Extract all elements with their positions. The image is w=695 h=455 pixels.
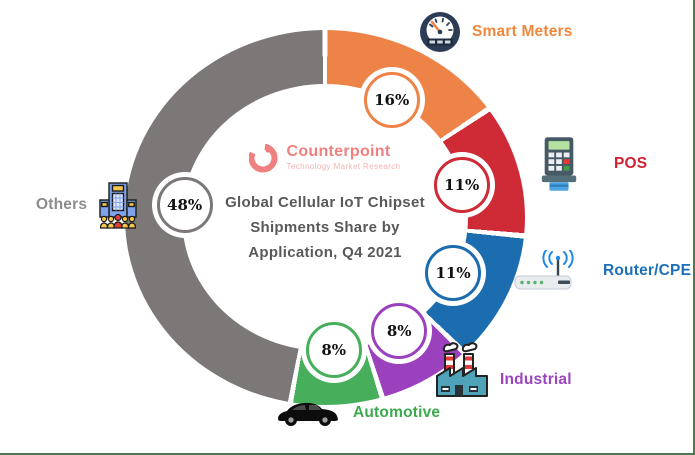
legend-others: Others xyxy=(36,181,140,229)
legend-label-router-cpe: Router/CPE xyxy=(603,262,692,279)
brand-block: Counterpoint Technology Market Research xyxy=(175,140,475,174)
car-icon xyxy=(276,398,340,428)
legend-pos: POS xyxy=(538,135,647,193)
value-bubble-others: 48% xyxy=(156,177,213,234)
value-industrial: 8% xyxy=(386,321,412,340)
legend-router-cpe: Router/CPE xyxy=(501,250,691,292)
donut-hole xyxy=(182,84,468,351)
value-others: 48% xyxy=(167,196,203,215)
factory-icon xyxy=(433,342,491,398)
value-pos: 11% xyxy=(444,176,480,195)
brand-text: Counterpoint Technology Market Research xyxy=(286,143,400,171)
donut-chart: 16% 11% 11% 8% 8% 48% xyxy=(125,30,525,405)
value-router-cpe: 11% xyxy=(435,264,471,283)
value-automotive: 8% xyxy=(321,341,347,360)
chart-center-block: Counterpoint Technology Market Research … xyxy=(175,140,475,265)
value-bubble-router-cpe: 11% xyxy=(425,245,482,302)
gauge-meter-icon xyxy=(419,11,461,53)
chart-title: Global Cellular IoT Chipset Shipments Sh… xyxy=(175,190,475,265)
legend-automotive: Automotive xyxy=(276,398,440,428)
brand-subtitle: Technology Market Research xyxy=(286,162,401,171)
value-smart-meters: 16% xyxy=(374,91,410,110)
payment-terminal-icon xyxy=(538,135,580,193)
organization-building-icon xyxy=(96,181,140,229)
counterpoint-logo-icon xyxy=(249,140,279,174)
legend-label-pos: POS xyxy=(614,155,648,172)
value-bubble-pos: 11% xyxy=(433,157,490,214)
legend-label-industrial: Industrial xyxy=(500,371,572,388)
legend-label-others: Others xyxy=(36,196,88,213)
chart-title-line-2: Shipments Share by xyxy=(250,219,400,236)
value-bubble-industrial: 8% xyxy=(371,302,428,359)
legend-smart-meters: Smart Meters xyxy=(419,11,573,53)
chart-title-line-3: Application, Q4 2021 xyxy=(248,244,402,261)
wifi-router-icon xyxy=(501,250,593,292)
value-bubble-smart-meters: 16% xyxy=(363,72,420,129)
chart-title-line-1: Global Cellular IoT Chipset xyxy=(225,194,425,211)
legend-label-smart-meters: Smart Meters xyxy=(472,23,573,40)
legend-label-automotive: Automotive xyxy=(353,404,441,421)
value-bubble-automotive: 8% xyxy=(305,322,362,379)
legend-industrial: Industrial xyxy=(433,342,572,398)
brand-name: Counterpoint xyxy=(286,143,391,160)
